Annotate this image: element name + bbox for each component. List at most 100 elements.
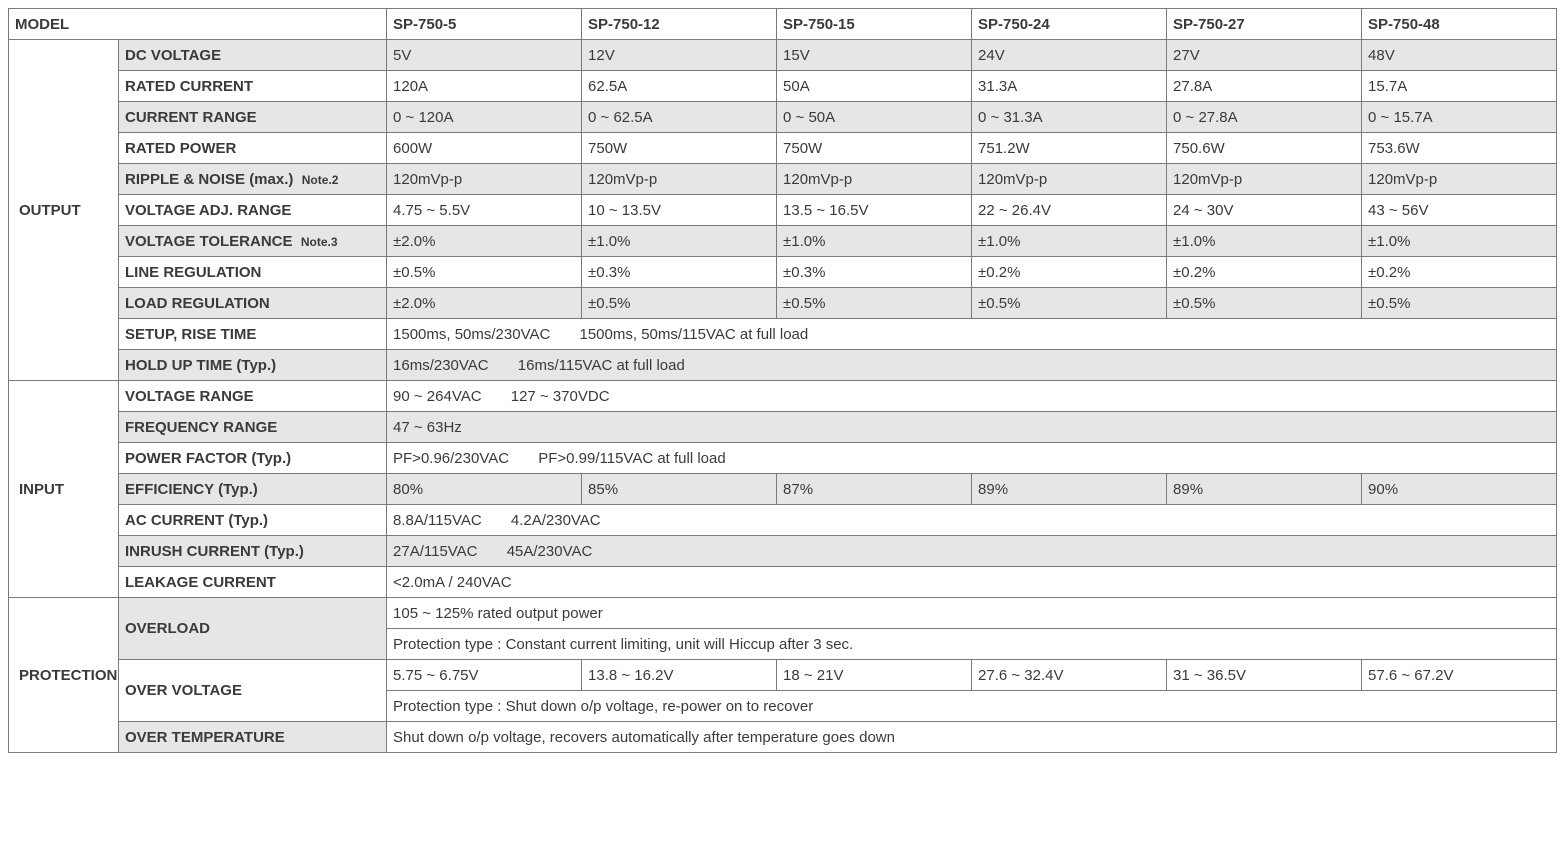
cell: ±0.3% [582,257,777,288]
cell: 85% [582,474,777,505]
row-eff: EFFICIENCY (Typ.) 80% 85% 87% 89% 89% 90… [9,474,1557,505]
row-f-range: FREQUENCY RANGE 47 ~ 63Hz [9,412,1557,443]
param-f-range: FREQUENCY RANGE [119,412,387,443]
cell: ±0.3% [777,257,972,288]
cell: 89% [1167,474,1362,505]
row-vadj-range: VOLTAGE ADJ. RANGE 4.75 ~ 5.5V 10 ~ 13.5… [9,195,1557,226]
model-col-5: SP-750-48 [1362,9,1557,40]
span-cell: 8.8A/115VAC 4.2A/230VAC [387,505,1557,536]
param-overtemp: OVER TEMPERATURE [119,722,387,753]
span-cell: 16ms/230VAC 16ms/115VAC at full load [387,350,1557,381]
row-pf: POWER FACTOR (Typ.) PF>0.96/230VAC PF>0.… [9,443,1557,474]
cell: ±2.0% [387,226,582,257]
spec-table: MODEL SP-750-5 SP-750-12 SP-750-15 SP-75… [8,8,1557,753]
cell: ±1.0% [582,226,777,257]
row-current-range: CURRENT RANGE 0 ~ 120A 0 ~ 62.5A 0 ~ 50A… [9,102,1557,133]
cell: 57.6 ~ 67.2V [1362,660,1557,691]
param-ripple-noise: RIPPLE & NOISE (max.) Note.2 [119,164,387,195]
param-pf: POWER FACTOR (Typ.) [119,443,387,474]
row-dc-voltage: OUTPUT DC VOLTAGE 5V 12V 15V 24V 27V 48V [9,40,1557,71]
param-dc-voltage: DC VOLTAGE [119,40,387,71]
model-col-3: SP-750-24 [972,9,1167,40]
cell: 27.8A [1167,71,1362,102]
param-ac-curr: AC CURRENT (Typ.) [119,505,387,536]
span-cell: 90 ~ 264VAC 127 ~ 370VDC [387,381,1557,412]
param-inrush: INRUSH CURRENT (Typ.) [119,536,387,567]
model-label: MODEL [9,9,387,40]
cell: ±2.0% [387,288,582,319]
cell: 89% [972,474,1167,505]
cell: 0 ~ 27.8A [1167,102,1362,133]
cell: ±0.5% [387,257,582,288]
param-setup-rise: SETUP, RISE TIME [119,319,387,350]
cell: 15.7A [1362,71,1557,102]
span-cell: PF>0.96/230VAC PF>0.99/115VAC at full lo… [387,443,1557,474]
row-setup-rise: SETUP, RISE TIME 1500ms, 50ms/230VAC 150… [9,319,1557,350]
param-overvolt: OVER VOLTAGE [119,660,387,722]
span-cell: 105 ~ 125% rated output power [387,598,1557,629]
cell: 5V [387,40,582,71]
row-ripple-noise: RIPPLE & NOISE (max.) Note.2 120mVp-p 12… [9,164,1557,195]
span-cell: 27A/115VAC 45A/230VAC [387,536,1557,567]
cell: 750W [582,133,777,164]
row-line-reg: LINE REGULATION ±0.5% ±0.3% ±0.3% ±0.2% … [9,257,1557,288]
cell: ±0.2% [1362,257,1557,288]
param-v-tolerance: VOLTAGE TOLERANCE Note.3 [119,226,387,257]
row-inrush: INRUSH CURRENT (Typ.) 27A/115VAC 45A/230… [9,536,1557,567]
cell: 120mVp-p [387,164,582,195]
cell: 12V [582,40,777,71]
param-current-range: CURRENT RANGE [119,102,387,133]
param-v-range: VOLTAGE RANGE [119,381,387,412]
cell: ±1.0% [1167,226,1362,257]
row-rated-current: RATED CURRENT 120A 62.5A 50A 31.3A 27.8A… [9,71,1557,102]
cell: 5.75 ~ 6.75V [387,660,582,691]
cell: 13.5 ~ 16.5V [777,195,972,226]
row-rated-power: RATED POWER 600W 750W 750W 751.2W 750.6W… [9,133,1557,164]
cell: ±0.2% [972,257,1167,288]
cell: 27.6 ~ 32.4V [972,660,1167,691]
cell: 90% [1362,474,1557,505]
cell: 50A [777,71,972,102]
cell: 120mVp-p [1362,164,1557,195]
cell: 600W [387,133,582,164]
param-rated-power: RATED POWER [119,133,387,164]
cell: ±1.0% [1362,226,1557,257]
model-col-4: SP-750-27 [1167,9,1362,40]
span-cell: 47 ~ 63Hz [387,412,1557,443]
cell: 0 ~ 50A [777,102,972,133]
cell: ±1.0% [972,226,1167,257]
cell: 13.8 ~ 16.2V [582,660,777,691]
span-cell: Shut down o/p voltage, recovers automati… [387,722,1557,753]
note-text: Note.3 [301,235,338,249]
cell: 120mVp-p [582,164,777,195]
cell: 120A [387,71,582,102]
row-load-reg: LOAD REGULATION ±2.0% ±0.5% ±0.5% ±0.5% … [9,288,1557,319]
note-text: Note.2 [302,173,339,187]
cell: 120mVp-p [1167,164,1362,195]
cell: 0 ~ 120A [387,102,582,133]
cell: 31.3A [972,71,1167,102]
span-cell: Protection type : Constant current limit… [387,629,1557,660]
row-leakage: LEAKAGE CURRENT <2.0mA / 240VAC [9,567,1557,598]
cell: 62.5A [582,71,777,102]
param-text: VOLTAGE TOLERANCE [125,233,293,250]
cell: 87% [777,474,972,505]
cell: 24 ~ 30V [1167,195,1362,226]
cell: 80% [387,474,582,505]
cell: 750.6W [1167,133,1362,164]
section-protection: PROTECTION [9,598,119,753]
param-vadj-range: VOLTAGE ADJ. RANGE [119,195,387,226]
param-load-reg: LOAD REGULATION [119,288,387,319]
cell: 15V [777,40,972,71]
param-eff: EFFICIENCY (Typ.) [119,474,387,505]
cell: ±1.0% [777,226,972,257]
cell: ±0.2% [1167,257,1362,288]
row-v-tolerance: VOLTAGE TOLERANCE Note.3 ±2.0% ±1.0% ±1.… [9,226,1557,257]
span-cell: 1500ms, 50ms/230VAC 1500ms, 50ms/115VAC … [387,319,1557,350]
section-output: OUTPUT [9,40,119,381]
cell: ±0.5% [1362,288,1557,319]
cell: 0 ~ 15.7A [1362,102,1557,133]
param-holdup: HOLD UP TIME (Typ.) [119,350,387,381]
model-col-1: SP-750-12 [582,9,777,40]
model-col-2: SP-750-15 [777,9,972,40]
